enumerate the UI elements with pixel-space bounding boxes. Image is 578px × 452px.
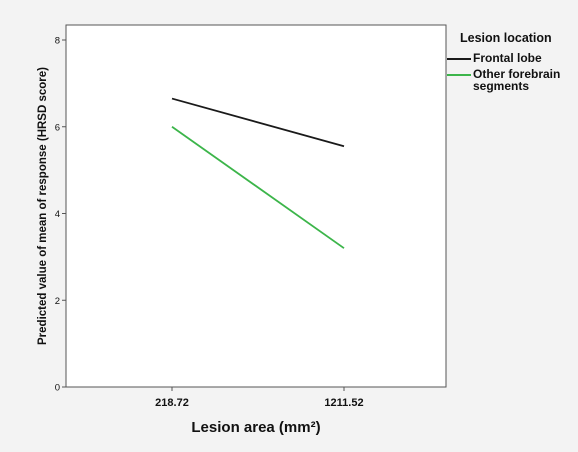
y-tick-label: 4: [55, 209, 60, 220]
y-axis: 0 2 4 6 8: [55, 36, 66, 394]
legend-label: Frontal lobe: [473, 51, 542, 65]
y-tick-label: 6: [55, 122, 60, 133]
y-tick-label: 8: [55, 36, 60, 47]
legend: Lesion location Frontal lobe Other forebr…: [447, 31, 560, 93]
plot-area: [65, 24, 447, 388]
x-tick-label: 218.72: [155, 397, 189, 409]
x-axis: 218.72 1211.52: [155, 387, 364, 409]
series-line-other-forebrain-segments: [171, 126, 345, 249]
legend-label: Other forebrain segments: [473, 67, 560, 93]
x-tick-label: 1211.52: [324, 397, 363, 409]
y-tick-label: 0: [55, 383, 60, 394]
x-axis-label: Lesion area (mm²): [191, 419, 320, 436]
y-axis-label: Predicted value of mean of response (HRS…: [37, 67, 49, 345]
legend-title: Lesion location: [460, 31, 552, 45]
y-tick-label: 2: [55, 296, 60, 307]
series-lines: [171, 97, 345, 249]
series-line-frontal-lobe: [171, 97, 345, 148]
